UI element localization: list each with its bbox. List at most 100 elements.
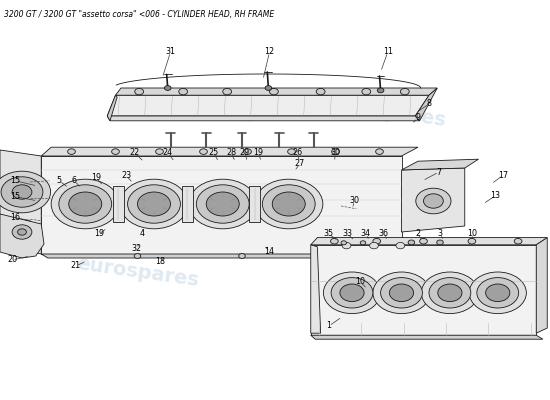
Circle shape bbox=[342, 242, 351, 249]
Circle shape bbox=[331, 238, 338, 244]
Circle shape bbox=[421, 272, 478, 314]
Circle shape bbox=[223, 88, 232, 95]
Polygon shape bbox=[107, 95, 429, 116]
Circle shape bbox=[239, 254, 245, 258]
Circle shape bbox=[189, 179, 257, 229]
Circle shape bbox=[59, 185, 112, 223]
Text: 22: 22 bbox=[130, 148, 140, 157]
Text: 17: 17 bbox=[498, 171, 508, 180]
Polygon shape bbox=[113, 186, 124, 222]
Polygon shape bbox=[415, 88, 437, 121]
Circle shape bbox=[408, 240, 415, 245]
Text: 30: 30 bbox=[350, 196, 360, 205]
Text: 16: 16 bbox=[10, 214, 20, 222]
Circle shape bbox=[179, 88, 188, 95]
Circle shape bbox=[128, 185, 180, 223]
Text: eurospares: eurospares bbox=[339, 274, 464, 310]
Text: 14: 14 bbox=[265, 248, 274, 256]
Polygon shape bbox=[536, 238, 547, 333]
Text: 33: 33 bbox=[343, 230, 353, 238]
Text: 3: 3 bbox=[437, 230, 443, 238]
Circle shape bbox=[340, 284, 364, 302]
Circle shape bbox=[69, 192, 102, 216]
Text: 5: 5 bbox=[57, 176, 62, 185]
Circle shape bbox=[429, 278, 471, 308]
Polygon shape bbox=[311, 238, 547, 245]
Circle shape bbox=[373, 272, 430, 314]
Circle shape bbox=[12, 225, 32, 239]
Text: 24: 24 bbox=[163, 148, 173, 157]
Circle shape bbox=[396, 242, 405, 249]
Polygon shape bbox=[0, 150, 41, 254]
Text: 21: 21 bbox=[71, 262, 81, 270]
Text: 4: 4 bbox=[139, 230, 145, 238]
Circle shape bbox=[514, 238, 522, 244]
Text: eurospares: eurospares bbox=[75, 254, 200, 290]
Circle shape bbox=[376, 149, 383, 154]
Text: eurospares: eurospares bbox=[323, 94, 447, 130]
Circle shape bbox=[18, 229, 26, 235]
Circle shape bbox=[469, 272, 526, 314]
Text: 8: 8 bbox=[426, 100, 432, 108]
Circle shape bbox=[416, 188, 451, 214]
Circle shape bbox=[1, 177, 43, 207]
Circle shape bbox=[68, 149, 75, 154]
Polygon shape bbox=[402, 159, 478, 170]
Text: 26: 26 bbox=[292, 148, 302, 157]
Text: 29: 29 bbox=[240, 148, 250, 157]
Circle shape bbox=[255, 179, 323, 229]
Text: 27: 27 bbox=[295, 160, 305, 168]
Polygon shape bbox=[311, 245, 321, 333]
Polygon shape bbox=[107, 116, 420, 121]
Circle shape bbox=[424, 194, 443, 208]
Text: 25: 25 bbox=[208, 148, 218, 157]
Polygon shape bbox=[116, 88, 437, 95]
Circle shape bbox=[389, 284, 414, 302]
Text: 10: 10 bbox=[467, 230, 477, 238]
Circle shape bbox=[332, 149, 339, 154]
Polygon shape bbox=[311, 245, 536, 335]
Circle shape bbox=[437, 240, 443, 245]
Text: 23: 23 bbox=[122, 172, 131, 180]
Circle shape bbox=[373, 238, 381, 244]
Text: 19: 19 bbox=[94, 230, 104, 238]
Text: 15: 15 bbox=[10, 176, 20, 185]
Circle shape bbox=[196, 185, 249, 223]
Circle shape bbox=[120, 179, 188, 229]
Text: 19: 19 bbox=[91, 174, 101, 182]
Circle shape bbox=[486, 284, 510, 302]
Text: 2: 2 bbox=[415, 230, 421, 238]
Polygon shape bbox=[249, 186, 260, 222]
Text: 32: 32 bbox=[131, 244, 141, 253]
Circle shape bbox=[244, 149, 251, 154]
Polygon shape bbox=[182, 186, 192, 222]
Text: 13: 13 bbox=[490, 192, 500, 200]
Text: 11: 11 bbox=[383, 48, 393, 56]
Circle shape bbox=[377, 88, 384, 93]
Circle shape bbox=[206, 192, 239, 216]
Text: 6: 6 bbox=[72, 176, 77, 185]
Circle shape bbox=[323, 272, 381, 314]
Circle shape bbox=[400, 88, 409, 95]
Text: 19: 19 bbox=[254, 148, 263, 157]
Circle shape bbox=[12, 185, 32, 199]
Text: 34: 34 bbox=[361, 230, 371, 238]
Text: 12: 12 bbox=[265, 48, 274, 56]
Text: 36: 36 bbox=[379, 230, 389, 238]
Circle shape bbox=[200, 149, 207, 154]
Circle shape bbox=[331, 278, 373, 308]
Polygon shape bbox=[402, 168, 465, 232]
Circle shape bbox=[112, 149, 119, 154]
Circle shape bbox=[370, 242, 378, 249]
Circle shape bbox=[420, 238, 427, 244]
Circle shape bbox=[156, 149, 163, 154]
Text: 28: 28 bbox=[226, 148, 236, 157]
Circle shape bbox=[438, 284, 462, 302]
Circle shape bbox=[270, 88, 278, 95]
Circle shape bbox=[135, 88, 144, 95]
Circle shape bbox=[0, 171, 51, 213]
Text: 20: 20 bbox=[7, 256, 17, 264]
Circle shape bbox=[341, 241, 346, 245]
Circle shape bbox=[288, 149, 295, 154]
Text: 18: 18 bbox=[156, 258, 166, 266]
